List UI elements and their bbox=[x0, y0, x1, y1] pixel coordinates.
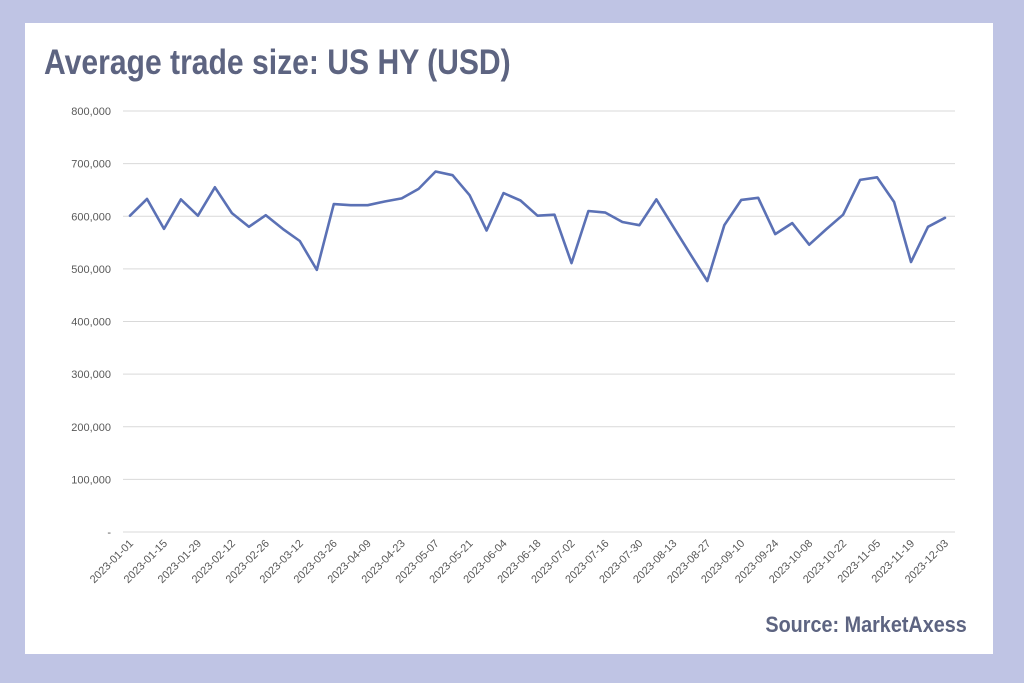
chart-card: Average trade size: US HY (USD) - 100,000… bbox=[25, 23, 993, 654]
chart-source: Source: MarketAxess bbox=[765, 612, 967, 637]
y-tick-label: 700,000 bbox=[71, 159, 111, 171]
y-tick-label: 400,000 bbox=[71, 317, 111, 329]
series-line bbox=[128, 170, 947, 283]
y-tick-label: 200,000 bbox=[71, 422, 111, 434]
y-tick-label: 500,000 bbox=[71, 264, 111, 276]
y-tick-label: - bbox=[107, 527, 111, 539]
line-chart: - 100,000 200,000 300,000 400,000 500,000 600,… bbox=[71, 106, 955, 586]
y-tick-label: 100,000 bbox=[71, 474, 111, 486]
y-tick-label: 300,000 bbox=[71, 369, 111, 381]
y-tick-label: 800,000 bbox=[71, 106, 111, 118]
chart-title: Average trade size: US HY (USD) bbox=[44, 43, 511, 82]
y-tick-label: 600,000 bbox=[71, 211, 111, 223]
